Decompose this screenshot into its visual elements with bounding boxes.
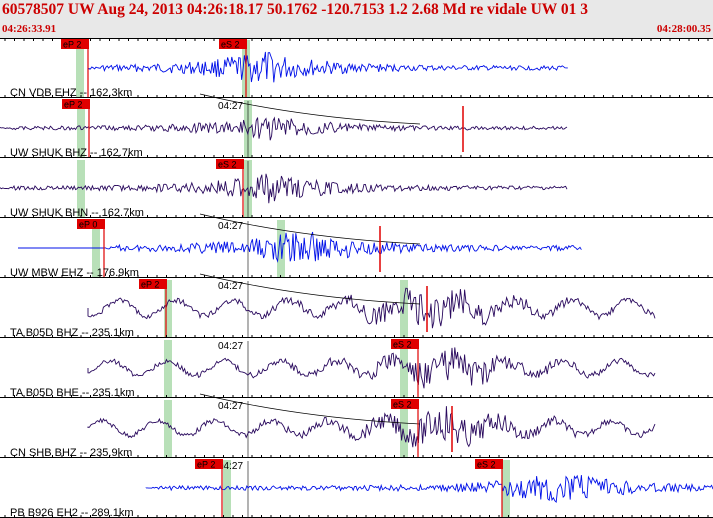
event-header: 60578507 UW Aug 24, 2013 04:26:18.17 50.… xyxy=(0,0,713,38)
travel-time-curve xyxy=(199,213,421,245)
pick-window xyxy=(164,280,172,338)
waveform xyxy=(18,231,582,263)
pick-label: eS 2 xyxy=(393,340,412,350)
waveform xyxy=(0,173,568,204)
pick-window xyxy=(164,400,172,458)
phase-pick[interactable]: eP 2 xyxy=(195,459,223,518)
station-label: CN SHB BHZ -- 235.9km xyxy=(10,447,132,459)
waveform xyxy=(145,474,713,503)
pick-label: eP 2 xyxy=(197,460,215,470)
waveform xyxy=(87,287,656,329)
phase-pick[interactable]: eS 2 xyxy=(219,39,247,98)
trace-row[interactable]: 04:27 eP 2 TA B05D BHZ -- 235.1km xyxy=(0,273,713,339)
pick-window xyxy=(223,460,231,518)
pick-window xyxy=(400,400,408,458)
phase-pick[interactable]: eS 2 xyxy=(391,339,419,398)
pick-window xyxy=(164,340,172,398)
pick-window xyxy=(400,340,408,398)
phase-pick[interactable]: eS 2 xyxy=(216,159,244,218)
minute-label: 04:27 xyxy=(218,281,243,292)
pick-label: eS 2 xyxy=(477,460,496,470)
station-label: UW MBW EHZ -- 176.9km xyxy=(10,267,139,279)
phase-pick[interactable]: eS 2 xyxy=(475,459,503,518)
pick-window xyxy=(400,280,408,338)
time-ruler xyxy=(0,38,713,41)
minute-label: 04:27 xyxy=(218,401,243,412)
waveform xyxy=(88,51,568,83)
pick-label: eS 2 xyxy=(393,400,412,410)
minute-label: 04:27 xyxy=(218,341,243,352)
pick-label: eP 2 xyxy=(141,280,159,290)
pick-label: eP 2 xyxy=(64,100,82,110)
station-label: TA B05D BHZ -- 235.1km xyxy=(10,327,134,339)
trace-row[interactable]: 04:27 eP 0 UW MBW EHZ -- 176.9km xyxy=(0,213,713,279)
pick-label: eS 2 xyxy=(221,40,240,50)
pick-window xyxy=(92,220,100,278)
travel-time-curve xyxy=(199,93,421,125)
time-start-label: 04:26:33.91 xyxy=(2,23,57,35)
travel-time-curve xyxy=(199,273,421,305)
trace-row[interactable]: 04:27 eS 2 CN SHB BHZ -- 235.9km xyxy=(0,393,713,459)
station-label: TA B05D BHE -- 235.1km xyxy=(10,387,135,399)
waveform xyxy=(87,406,656,448)
waveform xyxy=(0,116,568,141)
minute-label: 04:27 xyxy=(218,101,243,112)
station-label: CN VDB EHZ -- 162.3km xyxy=(10,87,132,99)
pick-label: eP 0 xyxy=(79,220,97,230)
event-title: 60578507 UW Aug 24, 2013 04:26:18.17 50.… xyxy=(2,1,588,18)
station-label: PB B926 EH2 -- 289.1km xyxy=(10,507,134,518)
travel-time-curve xyxy=(199,393,421,425)
trace-row[interactable]: eP 2 eS 2 CN VDB EHZ -- 162.3km xyxy=(0,39,713,99)
phase-pick[interactable]: eP 0 xyxy=(77,219,105,278)
phase-pick[interactable]: eP 2 xyxy=(62,99,90,158)
pick-label: eS 2 xyxy=(218,160,237,170)
trace-row[interactable]: 04:27 eS 2 TA B05D BHE -- 235.1km xyxy=(0,339,713,399)
pick-window xyxy=(76,40,84,98)
time-end-label: 04:28:00.35 xyxy=(656,23,711,35)
minute-label: 04:27 xyxy=(218,461,243,472)
pick-window xyxy=(77,160,85,218)
phase-pick[interactable]: eP 2 xyxy=(61,39,89,98)
waveform xyxy=(87,347,656,389)
pick-label: eP 2 xyxy=(63,40,81,50)
minute-label: 04:27 xyxy=(218,221,243,232)
phase-pick[interactable]: eP 2 xyxy=(139,279,167,338)
phase-pick[interactable]: eS 2 xyxy=(391,399,419,458)
